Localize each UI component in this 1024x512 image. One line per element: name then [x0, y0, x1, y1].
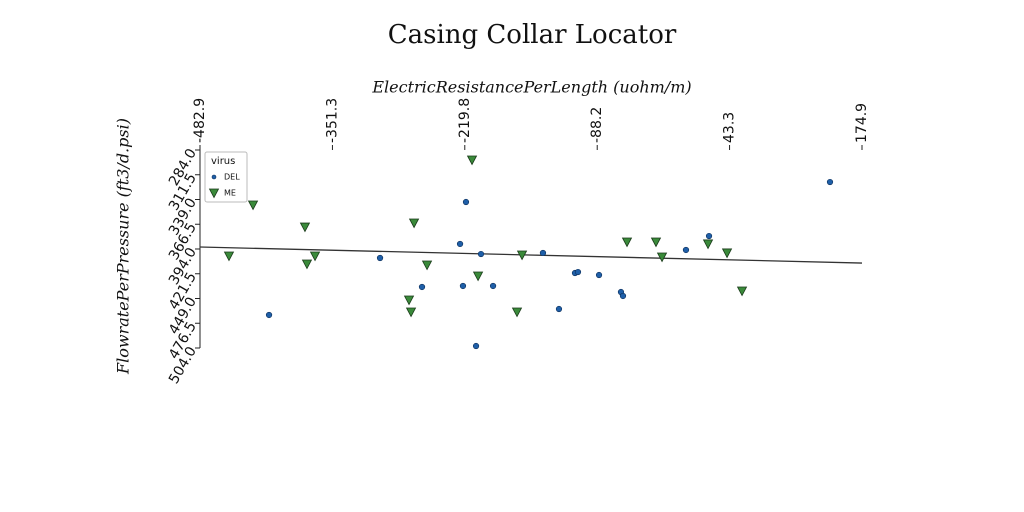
- chart-title: Casing Collar Locator: [388, 20, 677, 50]
- point: [299, 222, 311, 233]
- point: [408, 218, 420, 229]
- point: [650, 237, 662, 248]
- point: [705, 232, 713, 240]
- x-tick-label: -351.3: [324, 98, 340, 143]
- legend-marker: [211, 174, 217, 180]
- point: [516, 250, 528, 261]
- point: [619, 292, 627, 300]
- y-axis-label: FlowratePerPressure (ft3/d.psi): [114, 118, 133, 375]
- x-tick-label: -482.9: [192, 98, 208, 143]
- x-tick-label: 174.9: [854, 103, 870, 143]
- point: [736, 286, 748, 297]
- point: [539, 249, 547, 257]
- x-tick-label: -219.8: [457, 98, 473, 143]
- point: [265, 311, 273, 319]
- x-tick-label: 43.3: [722, 112, 738, 143]
- point: [462, 198, 470, 206]
- point: [477, 250, 485, 258]
- point: [555, 305, 563, 313]
- point: [223, 251, 235, 262]
- point: [309, 251, 321, 262]
- point: [466, 155, 478, 166]
- point: [595, 271, 603, 279]
- legend-label: ME: [224, 189, 236, 198]
- point: [405, 307, 417, 318]
- point: [472, 342, 480, 350]
- point: [826, 178, 834, 186]
- legend-label: DEL: [224, 173, 240, 182]
- point: [489, 282, 497, 290]
- point: [301, 259, 313, 270]
- point: [418, 283, 426, 291]
- trendline: [199, 246, 863, 264]
- x-tick-label: -88.2: [589, 107, 605, 143]
- point: [247, 200, 259, 211]
- point: [721, 248, 733, 259]
- point: [682, 246, 690, 254]
- legend-title: virus: [211, 156, 235, 167]
- point: [656, 252, 668, 263]
- point: [574, 268, 582, 276]
- point: [511, 307, 523, 318]
- x-axis-label: ElectricResistancePerLength (uohm/m): [371, 78, 691, 97]
- point: [376, 254, 384, 262]
- point: [459, 282, 467, 290]
- legend-marker: [208, 188, 220, 199]
- point: [403, 295, 415, 306]
- point: [621, 237, 633, 248]
- point: [472, 271, 484, 282]
- point: [702, 239, 714, 250]
- point: [456, 240, 464, 248]
- point: [421, 260, 433, 271]
